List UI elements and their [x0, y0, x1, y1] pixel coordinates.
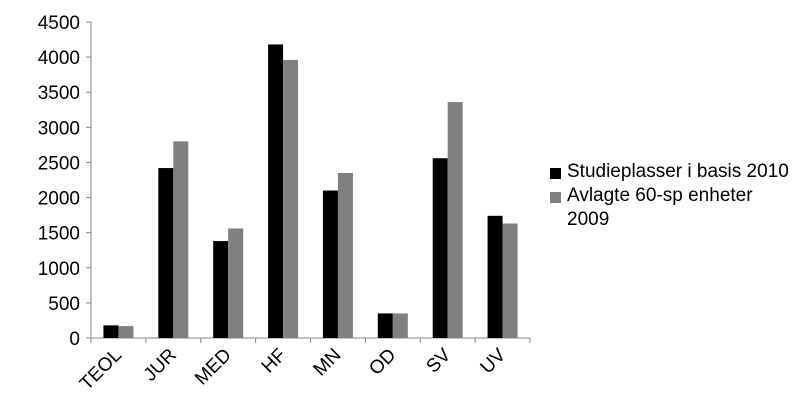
- legend-item-series-1: Studieplasser i basis 2010: [550, 160, 800, 184]
- y-tick-label: 3500: [38, 83, 80, 104]
- bar-jur-series-1: [158, 168, 174, 338]
- bar-teol-series-2: [118, 326, 134, 338]
- x-tick-label: JUR: [140, 345, 181, 386]
- x-tick-label: HF: [258, 345, 291, 378]
- legend-item-series-2: Avlagte 60-sp enheter 2009: [550, 184, 800, 232]
- bar-uv-series-1: [487, 215, 503, 338]
- bar-hf-series-2: [283, 59, 299, 339]
- bar-uv-series-2: [502, 223, 518, 338]
- bar-od-series-2: [392, 313, 408, 338]
- y-tick-label: 1000: [38, 259, 80, 280]
- bar-od-series-1: [377, 313, 393, 338]
- bar-mn-series-1: [322, 190, 338, 338]
- x-tick-label: OD: [365, 345, 400, 380]
- bar-hf-series-1: [268, 44, 284, 339]
- legend-label-series-2: Avlagte 60-sp enheter 2009: [567, 185, 753, 230]
- y-tick-label: 4500: [38, 13, 80, 34]
- bars: [103, 44, 518, 339]
- bar-mn-series-2: [337, 172, 353, 338]
- legend: Studieplasser i basis 2010 Avlagte 60-sp…: [550, 160, 800, 232]
- x-tick-label: MN: [310, 345, 346, 381]
- y-tick-label: 1500: [38, 224, 80, 245]
- x-tick-label: UV: [477, 344, 511, 378]
- x-tick-label: TEOL: [76, 345, 126, 395]
- bar-med-series-1: [213, 241, 229, 338]
- x-tick-label: MED: [191, 345, 236, 390]
- legend-label-series-1: Studieplasser i basis 2010: [567, 161, 789, 182]
- legend-swatch-series-2: [550, 192, 561, 203]
- legend-swatch-series-1: [550, 168, 561, 179]
- bar-sv-series-2: [447, 102, 463, 338]
- y-tick-label: 0: [69, 329, 80, 350]
- bar-jur-series-2: [173, 141, 189, 338]
- bar-sv-series-1: [432, 158, 448, 338]
- bar-med-series-2: [228, 228, 244, 338]
- y-tick-label: 2000: [38, 189, 80, 210]
- y-tick-label: 500: [48, 294, 80, 315]
- y-tick-label: 4000: [38, 48, 80, 69]
- y-tick-label: 2500: [38, 153, 80, 174]
- y-tick-label: 3000: [38, 118, 80, 139]
- bar-teol-series-1: [103, 325, 119, 338]
- y-axis: 0 500 1000 1500 2000 2500 3000 3500 4000 4500: [38, 13, 92, 350]
- x-axis: TEOL JUR MED HF MN OD SV UV: [76, 337, 531, 395]
- x-tick-label: SV: [422, 344, 455, 377]
